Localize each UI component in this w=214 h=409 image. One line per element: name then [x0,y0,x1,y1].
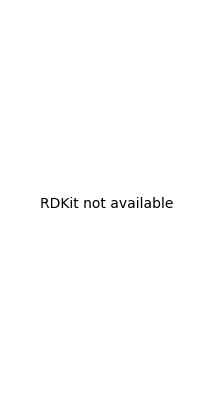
Text: RDKit not available: RDKit not available [40,198,174,211]
